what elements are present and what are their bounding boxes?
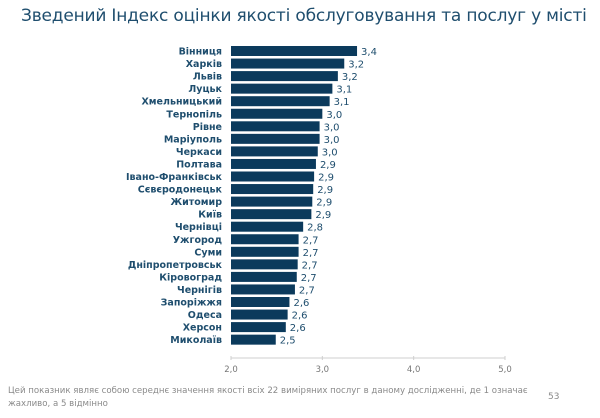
bar	[231, 221, 304, 232]
category-label: Тернопіль	[166, 109, 222, 120]
category-label: Полтава	[176, 159, 222, 170]
data-label: 2,7	[299, 285, 315, 296]
category-label: Луцьк	[188, 84, 222, 95]
data-label: 3,0	[324, 135, 340, 146]
x-tick-label: 3,0	[316, 365, 330, 375]
bar	[231, 309, 288, 320]
bar	[231, 184, 314, 195]
category-label: Миколаїв	[170, 335, 222, 346]
category-label: Суми	[194, 247, 222, 258]
category-label: Київ	[198, 210, 222, 221]
category-label: Харків	[186, 59, 222, 70]
bar	[231, 259, 298, 270]
bar	[231, 284, 295, 295]
category-label: Хмельницький	[141, 97, 222, 108]
bar	[231, 108, 323, 119]
x-tick-label: 4,0	[407, 365, 421, 375]
category-label: Ужгород	[173, 235, 223, 246]
category-label: Чернівці	[175, 222, 222, 233]
bar	[231, 133, 320, 144]
bar	[231, 234, 299, 245]
category-label: Рівне	[193, 122, 222, 133]
data-label: 3,0	[322, 147, 338, 158]
data-label: 2,6	[290, 323, 306, 334]
data-label: 2,9	[320, 160, 336, 171]
data-label: 2,7	[302, 260, 318, 271]
chart-title: Зведений Індекс оцінки якості обслуговув…	[21, 6, 587, 26]
page-number: 53	[548, 392, 560, 402]
bar	[231, 334, 276, 345]
x-tick-label: 5,0	[498, 365, 512, 375]
category-label: Черкаси	[176, 147, 222, 158]
x-tick-label: 2,0	[224, 365, 238, 375]
data-label: 3,0	[324, 122, 340, 133]
category-label: Львів	[193, 72, 222, 83]
bar	[231, 209, 312, 220]
category-label: Івано-Франківськ	[126, 172, 223, 183]
data-label: 3,2	[342, 72, 358, 83]
data-label: 3,1	[336, 85, 352, 96]
bar	[231, 271, 297, 282]
bar	[231, 246, 299, 257]
bar	[231, 322, 286, 333]
category-label: Одеса	[188, 310, 222, 321]
data-label: 2,9	[315, 210, 331, 221]
bar	[231, 297, 290, 307]
bar	[231, 171, 315, 182]
data-label: 3,0	[326, 110, 342, 121]
bar	[231, 58, 345, 69]
bar	[231, 146, 318, 157]
data-label: 2,5	[280, 336, 296, 347]
bar	[231, 71, 338, 82]
data-label: 3,2	[348, 60, 364, 71]
data-label: 3,4	[361, 47, 377, 58]
footnote: Цей показник являє собою середнє значенн…	[8, 386, 528, 409]
data-label: 2,8	[307, 223, 323, 234]
data-label: 2,9	[317, 185, 333, 196]
data-label: 2,7	[301, 273, 317, 284]
category-label: Кіровоград	[159, 272, 222, 283]
category-label: Запоріжжя	[161, 298, 222, 309]
data-label: 2,7	[303, 235, 319, 246]
data-label: 2,6	[292, 311, 308, 322]
category-label: Херсон	[183, 323, 222, 334]
data-label: 2,7	[303, 248, 319, 259]
bar	[231, 196, 313, 207]
data-label: 3,1	[334, 97, 350, 108]
data-label: 2,9	[318, 173, 334, 184]
bar	[231, 83, 333, 94]
bar	[231, 96, 330, 107]
bar	[231, 121, 320, 132]
category-label: Вінниця	[179, 47, 222, 58]
category-label: Житомир	[170, 197, 222, 208]
category-label: Чернігів	[177, 285, 222, 296]
data-label: 2,9	[316, 198, 332, 209]
bar	[231, 46, 358, 56]
data-label: 2,6	[293, 298, 309, 309]
bar	[231, 158, 316, 169]
category-label: Маріуполь	[164, 134, 222, 145]
category-label: Дніпропетровськ	[128, 260, 223, 271]
category-label: Сєвєродонецьк	[138, 185, 223, 196]
